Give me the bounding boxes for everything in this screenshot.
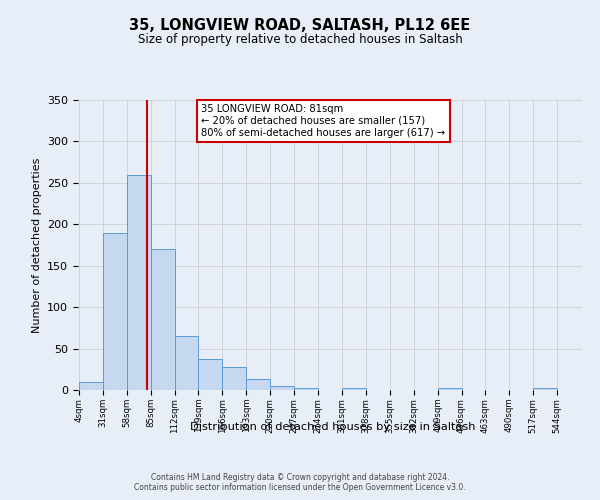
Bar <box>533 388 557 390</box>
Text: 35 LONGVIEW ROAD: 81sqm
← 20% of detached houses are smaller (157)
80% of semi-d: 35 LONGVIEW ROAD: 81sqm ← 20% of detache… <box>202 104 446 138</box>
Bar <box>103 232 127 390</box>
Bar <box>437 388 461 390</box>
Bar <box>342 388 366 390</box>
Text: Contains HM Land Registry data © Crown copyright and database right 2024.
Contai: Contains HM Land Registry data © Crown c… <box>134 472 466 492</box>
Bar <box>246 379 270 390</box>
Bar <box>127 174 151 390</box>
Bar <box>223 367 246 390</box>
Bar <box>199 360 223 390</box>
Text: Size of property relative to detached houses in Saltash: Size of property relative to detached ho… <box>137 32 463 46</box>
Bar <box>151 249 175 390</box>
Text: Distribution of detached houses by size in Saltash: Distribution of detached houses by size … <box>190 422 476 432</box>
Bar <box>294 388 318 390</box>
Bar <box>79 382 103 390</box>
Bar <box>175 336 199 390</box>
Text: 35, LONGVIEW ROAD, SALTASH, PL12 6EE: 35, LONGVIEW ROAD, SALTASH, PL12 6EE <box>130 18 470 32</box>
Bar <box>270 386 294 390</box>
Y-axis label: Number of detached properties: Number of detached properties <box>32 158 41 332</box>
